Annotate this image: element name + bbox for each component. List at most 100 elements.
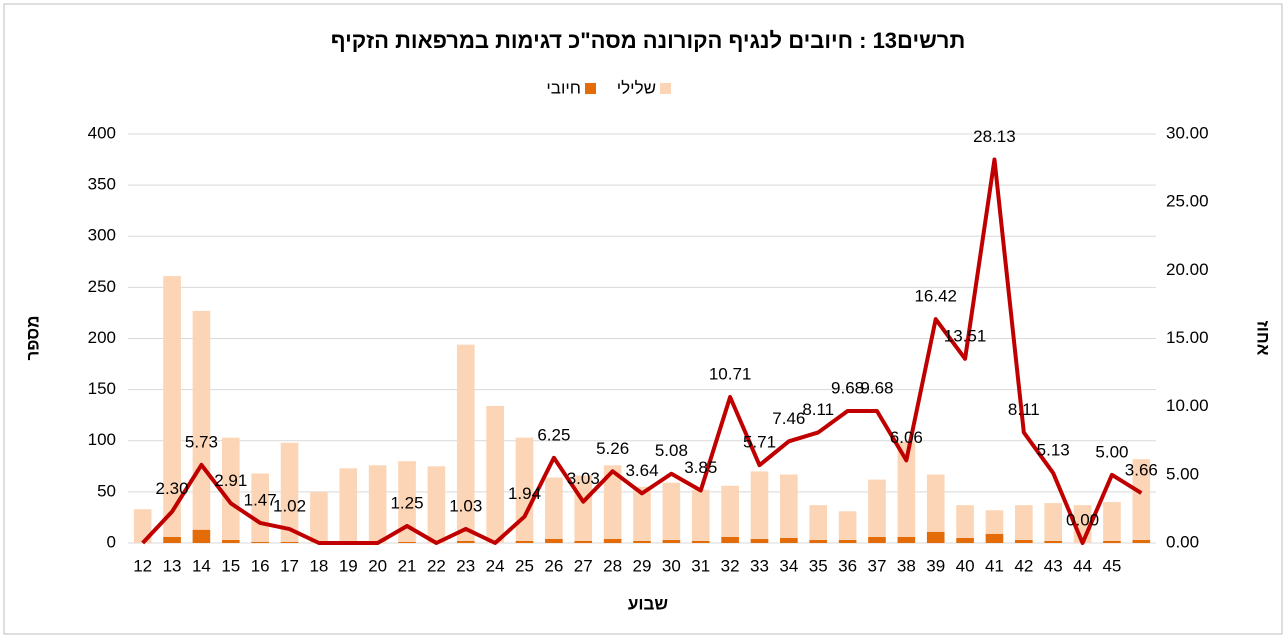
x-tick-label: 31 [691,556,710,575]
bar-segment [897,441,916,537]
y-tick-label: 150 [88,379,116,398]
data-label: 5.71 [743,433,776,452]
data-label: 5.00 [1095,442,1128,461]
x-tick-label: 38 [897,556,916,575]
x-tick-label: 39 [926,556,945,575]
bar-segment [1132,459,1151,540]
bar-segment [809,505,828,540]
x-tick-label: 27 [574,556,593,575]
bar-segment [310,491,328,543]
data-label: 3.85 [684,458,717,477]
y-tick-label: 250 [88,277,116,296]
y2-tick-label: 20.00 [1166,260,1209,279]
bar-segment [956,505,974,538]
x-tick-label: 26 [544,556,563,575]
data-label: 10.71 [709,364,752,383]
data-label: 1.25 [390,493,423,512]
bar-segment [545,477,563,539]
y-tick-label: 400 [88,123,116,142]
x-tick-label: 15 [221,556,240,575]
y2-tick-label: 5.00 [1166,464,1199,483]
data-label: 1.02 [273,497,306,516]
y-axis-title: מספר [23,316,42,361]
data-label: 3.64 [625,461,658,480]
bar-segment [221,437,240,540]
bar-segment [838,511,857,540]
bar-segment [1103,502,1121,541]
data-label: 5.13 [1037,441,1070,460]
rate-line [141,157,1143,545]
bar-segment [1015,505,1033,540]
y-tick-label: 350 [88,175,116,194]
y2-tick-label: 10.00 [1166,396,1209,415]
bar-segment [398,461,416,542]
x-tick-label: 37 [868,556,887,575]
x-tick-label: 32 [721,556,740,575]
x-tick-label: 18 [309,556,328,575]
bar-segment [221,539,240,543]
bar-segment [515,437,534,541]
x-tick-label: 20 [368,556,387,575]
bar-segment [691,540,710,543]
legend-swatch [585,83,596,94]
y2-tick-label: 30.00 [1166,123,1209,142]
bar-segment [192,310,211,530]
y2-axis-title: אחוז [1254,321,1273,356]
x-tick-label: 22 [427,556,446,575]
bar-segment [926,531,945,543]
bar-segment [192,529,211,543]
legend-swatch [660,83,671,94]
bar-segment [398,541,416,543]
chart-title: תרשים13 : חיובים לנגיף הקורונה מסה"כ דגי… [331,28,966,53]
legend-label: שלילי [617,78,656,97]
data-label: 3.66 [1125,461,1158,480]
x-tick-label: 24 [486,556,505,575]
bar-segment [1103,540,1121,543]
data-label: 3.03 [567,469,600,488]
x-tick-label: 23 [456,556,475,575]
bar-segment [1044,503,1063,541]
x-tick-label: 17 [280,556,299,575]
x-tick-label: 25 [515,556,534,575]
x-tick-label: 42 [1014,556,1033,575]
x-tick-label: 19 [339,556,358,575]
data-label: 6.06 [890,428,923,447]
x-tick-label: 36 [838,556,857,575]
x-tick-label: 28 [603,556,622,575]
x-tick-label: 13 [163,556,182,575]
data-label: 5.73 [185,432,218,451]
y-tick-label: 100 [88,430,116,449]
data-label: 1.94 [508,484,541,503]
bar-segment [838,539,857,543]
bar-segment [780,537,798,543]
x-tick-label: 29 [633,556,652,575]
data-label: 6.25 [537,425,570,444]
bar-segment [633,540,651,543]
bar-segment [515,540,534,543]
bar-segment [368,465,387,543]
x-axis-title: שבוע [628,594,669,613]
data-label: 8.11 [802,400,834,419]
x-tick-label: 12 [133,556,152,575]
data-label: 28.13 [973,127,1016,146]
data-label: 7.46 [772,409,805,428]
bar-segment [1015,539,1033,543]
bar-segment [985,533,1004,543]
data-label: 5.26 [596,439,629,458]
data-label: 9.68 [831,379,864,398]
x-tick-label: 14 [192,556,211,575]
x-tick-label: 21 [398,556,417,575]
bar-segment [809,539,828,543]
data-label: 1.47 [244,490,277,509]
bar-segment [163,276,181,537]
bar-segment [868,536,886,543]
y2-tick-label: 0.00 [1166,532,1199,551]
x-tick-label: 33 [750,556,769,575]
bar-segment [280,442,299,542]
data-label: 0.00 [1066,510,1099,529]
bar-segment [897,536,916,543]
bar-segment [662,539,681,543]
data-label: 8.11 [1008,400,1040,419]
bar-segment [456,344,475,541]
